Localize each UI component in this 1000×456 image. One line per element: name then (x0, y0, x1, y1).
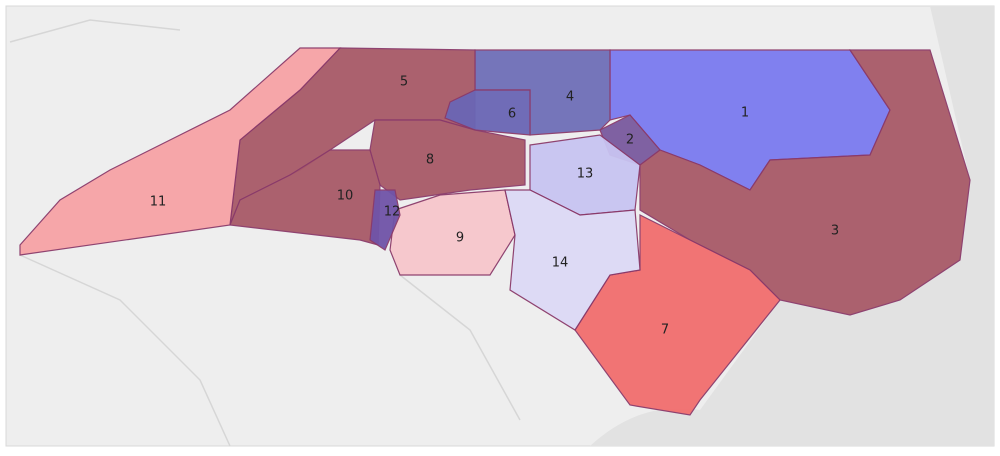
district-label: 1 (741, 106, 749, 121)
district (369, 189, 401, 251)
district-label: 12 (384, 205, 401, 220)
district (389, 189, 516, 276)
district-label: 4 (566, 90, 574, 105)
district-label: 11 (150, 195, 167, 210)
district (229, 149, 381, 246)
background-lines (9, 19, 521, 447)
district-label: 6 (508, 107, 516, 122)
district (504, 189, 641, 331)
district-label: 14 (552, 256, 569, 271)
districts (19, 47, 971, 416)
district-label: 3 (831, 224, 839, 239)
district (639, 49, 971, 316)
district (19, 47, 342, 256)
district-label: 2 (626, 133, 634, 148)
ocean (590, 6, 994, 446)
district-label: 5 (400, 75, 408, 90)
district-label: 7 (661, 323, 669, 338)
district-label: 10 (337, 189, 354, 204)
district-label: 9 (456, 231, 464, 246)
district-label: 13 (577, 167, 594, 182)
district-label: 8 (426, 153, 434, 168)
